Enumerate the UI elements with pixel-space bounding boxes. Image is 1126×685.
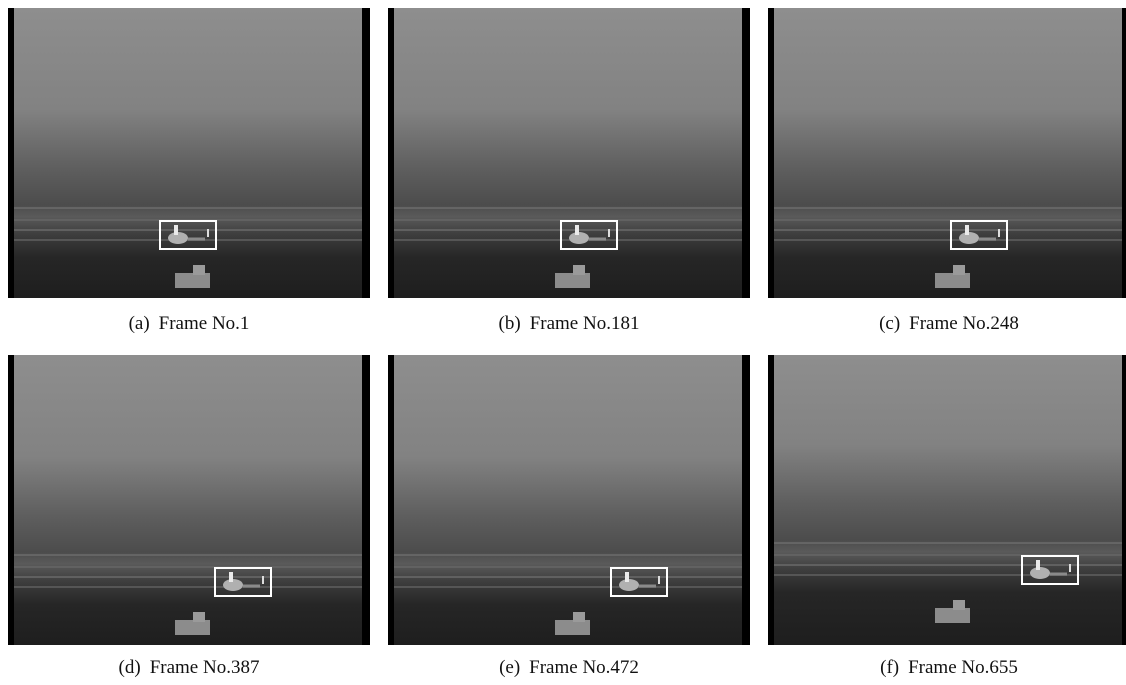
target-mast bbox=[207, 229, 209, 237]
caption: (f) Frame No.655 bbox=[768, 657, 1126, 679]
frame-edge bbox=[8, 355, 14, 645]
caption: (d) Frame No.387 bbox=[8, 657, 370, 679]
ship-cabin bbox=[573, 612, 585, 622]
ship bbox=[555, 273, 590, 288]
figure-page: (a) Frame No.1 (b) Frame No.181 (c) Frame No.… bbox=[0, 0, 1126, 684]
ship bbox=[935, 273, 970, 288]
caption-frame: Frame No.472 bbox=[529, 657, 639, 678]
ir-frame bbox=[8, 355, 370, 645]
target-mast bbox=[1069, 564, 1071, 572]
caption-label: (a) bbox=[129, 313, 150, 334]
caption-frame: Frame No.248 bbox=[909, 313, 1019, 334]
ship-cabin bbox=[193, 265, 205, 275]
frame-panel: (f) Frame No.655 bbox=[768, 355, 1126, 685]
ship bbox=[935, 608, 970, 623]
caption: (e) Frame No.472 bbox=[388, 657, 750, 679]
ship bbox=[555, 620, 590, 635]
frame-panel: (c) Frame No.248 bbox=[768, 8, 1126, 338]
caption-label: (b) bbox=[499, 313, 521, 334]
frame-edge bbox=[742, 355, 750, 645]
frame-edge bbox=[742, 8, 750, 298]
target-sail bbox=[174, 225, 178, 235]
caption-label: (f) bbox=[880, 657, 899, 678]
frame-edge bbox=[362, 8, 370, 298]
ir-frame bbox=[388, 355, 750, 645]
caption-label: (c) bbox=[879, 313, 900, 334]
frame-edge bbox=[1122, 355, 1126, 645]
caption-frame: Frame No.387 bbox=[150, 657, 260, 678]
caption-frame: Frame No.655 bbox=[908, 657, 1018, 678]
caption: (b) Frame No.181 bbox=[388, 313, 750, 335]
ship-cabin bbox=[953, 600, 965, 610]
target-mast bbox=[262, 576, 264, 584]
ship-cabin bbox=[953, 265, 965, 275]
frame-edge bbox=[388, 355, 394, 645]
frame-panel: (e) Frame No.472 bbox=[388, 355, 750, 685]
ir-frame bbox=[8, 8, 370, 298]
caption-label: (d) bbox=[119, 657, 141, 678]
ship bbox=[175, 620, 210, 635]
ir-frame bbox=[388, 8, 750, 298]
frame-edge bbox=[388, 8, 394, 298]
target-sail bbox=[229, 572, 233, 582]
ir-frame bbox=[768, 355, 1126, 645]
target-sail bbox=[575, 225, 579, 235]
scene bbox=[8, 355, 370, 645]
target-sail bbox=[1036, 560, 1040, 570]
frame-edge bbox=[768, 8, 774, 298]
target-mast bbox=[658, 576, 660, 584]
scene bbox=[768, 355, 1126, 645]
scene bbox=[388, 355, 750, 645]
frame-panel: (d) Frame No.387 bbox=[8, 355, 370, 685]
caption-label: (e) bbox=[499, 657, 520, 678]
frame-edge bbox=[1122, 8, 1126, 298]
caption: (c) Frame No.248 bbox=[768, 313, 1126, 335]
scene bbox=[8, 8, 370, 298]
target-sail bbox=[625, 572, 629, 582]
ship-cabin bbox=[573, 265, 585, 275]
target-mast bbox=[608, 229, 610, 237]
ir-frame bbox=[768, 8, 1126, 298]
target-sail bbox=[965, 225, 969, 235]
frame-panel: (a) Frame No.1 bbox=[8, 8, 370, 338]
caption-frame: Frame No.181 bbox=[530, 313, 640, 334]
frame-panel: (b) Frame No.181 bbox=[388, 8, 750, 338]
caption: (a) Frame No.1 bbox=[8, 313, 370, 335]
frame-edge bbox=[768, 355, 774, 645]
scene bbox=[388, 8, 750, 298]
caption-frame: Frame No.1 bbox=[159, 313, 250, 334]
ship-cabin bbox=[193, 612, 205, 622]
target-mast bbox=[998, 229, 1000, 237]
ship bbox=[175, 273, 210, 288]
scene bbox=[768, 8, 1126, 298]
frame-edge bbox=[362, 355, 370, 645]
frame-edge bbox=[8, 8, 14, 298]
